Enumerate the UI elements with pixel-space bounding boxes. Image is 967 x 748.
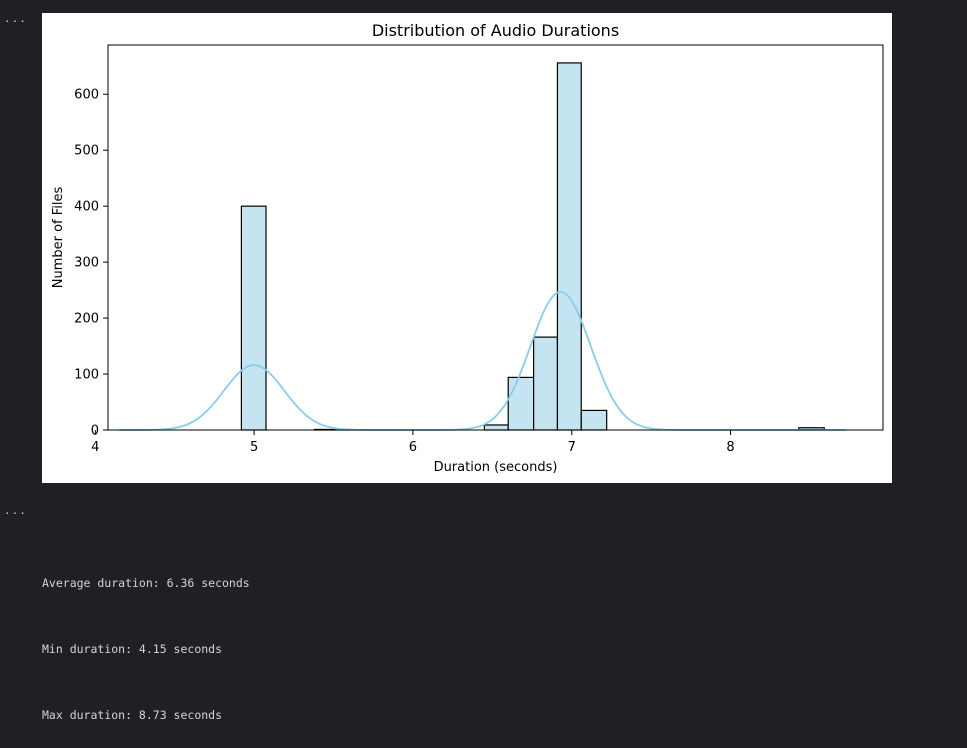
min-duration-line: Min duration: 4.15 seconds	[42, 642, 223, 656]
histogram-chart: 4 5 6 7 8 0 100 200 300 400 500 600 Distribution of …	[51, 21, 884, 475]
y-tick-label: 200	[74, 312, 99, 327]
y-tick-label: 400	[74, 200, 99, 215]
output-toggle-icon[interactable]: ...	[4, 504, 27, 517]
y-tick-label: 0	[91, 424, 99, 439]
histogram-bar	[533, 336, 559, 431]
cell-toggle-icon[interactable]: ...	[4, 12, 27, 25]
x-tick-label: 8	[726, 440, 734, 455]
max-duration-line: Max duration: 8.73 seconds	[42, 708, 223, 722]
x-tick-label: 4	[91, 440, 99, 455]
histogram-bar	[580, 409, 608, 431]
x-axis-label: Duration (seconds)	[434, 460, 558, 475]
histogram-bar	[556, 62, 582, 431]
histogram-figure: 4 5 6 7 8 0 100 200 300 400 500 600 Distribution of …	[42, 13, 892, 483]
plot-frame	[107, 44, 884, 431]
kde-curve	[119, 290, 847, 431]
x-tick-label: 5	[250, 440, 258, 455]
x-tick-label: 6	[409, 440, 417, 455]
y-tick-label: 300	[74, 256, 99, 271]
stdout-output: Average duration: 6.36 seconds Min durat…	[42, 528, 250, 748]
histogram-bar	[240, 205, 267, 431]
histogram-bar	[507, 376, 535, 431]
y-tick-label: 500	[74, 144, 99, 159]
chart-title: Distribution of Audio Durations	[372, 21, 619, 40]
average-duration-line: Average duration: 6.36 seconds	[42, 576, 250, 590]
x-tick-label: 7	[568, 440, 576, 455]
y-tick-label: 100	[74, 368, 99, 383]
y-tick-label: 600	[74, 88, 99, 103]
y-axis-label: Number of Files	[51, 187, 66, 289]
histogram-bar	[483, 424, 509, 431]
